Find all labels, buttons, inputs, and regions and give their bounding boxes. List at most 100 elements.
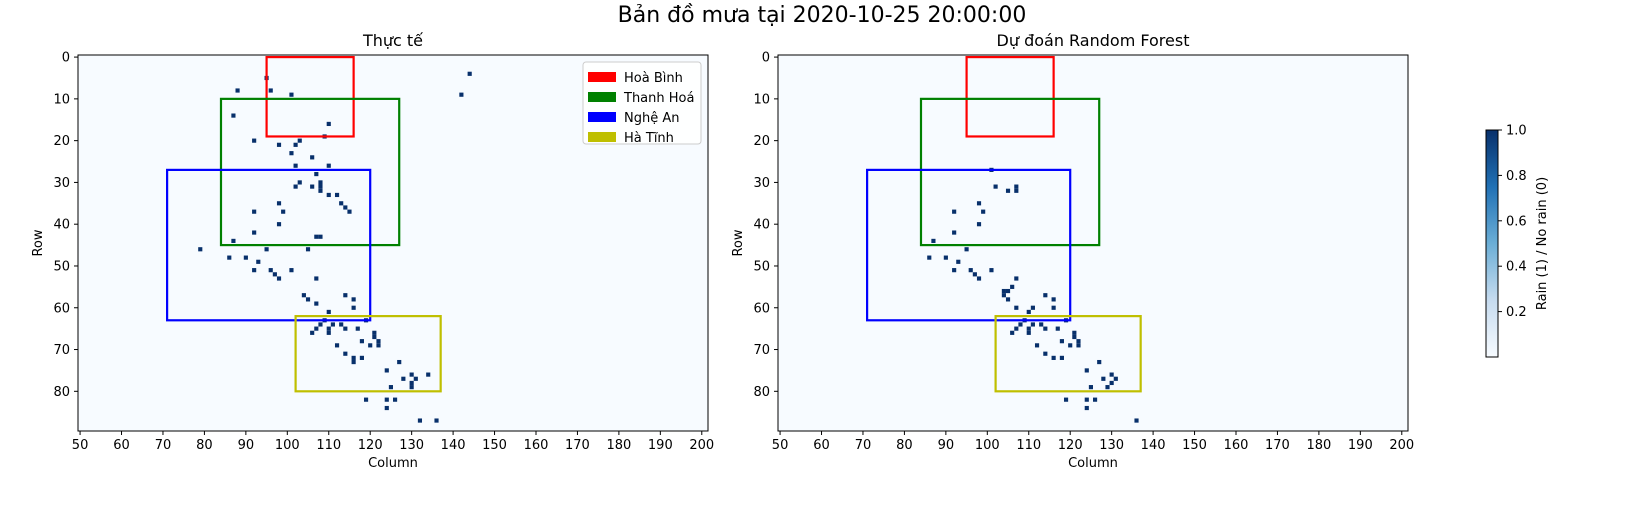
- colorbar-label: Rain (1) / No rain (0): [1535, 177, 1550, 310]
- rain-cell: [281, 209, 286, 214]
- rain-cell: [326, 330, 331, 335]
- x-tick-label: 190: [1348, 438, 1373, 453]
- y-tick-label: 20: [753, 134, 770, 149]
- rain-cell: [426, 372, 431, 377]
- rain-cell: [1018, 322, 1023, 327]
- rain-cell: [1072, 330, 1077, 335]
- y-tick-label: 30: [753, 176, 770, 191]
- rain-cell: [1088, 385, 1093, 390]
- x-tick-label: 100: [275, 438, 300, 453]
- x-tick-label: 70: [855, 438, 872, 453]
- rain-cell: [1043, 293, 1048, 298]
- rain-cell: [1026, 330, 1031, 335]
- x-tick-label: 200: [689, 438, 714, 453]
- rain-cell: [268, 88, 273, 93]
- rain-cell: [952, 209, 957, 214]
- panel-title: Thực tế: [362, 31, 423, 50]
- rain-cell: [301, 293, 306, 298]
- rain-cell: [343, 326, 348, 331]
- rain-cell: [1026, 326, 1031, 331]
- legend-box: [582, 61, 702, 145]
- rain-cell: [409, 385, 414, 390]
- rain-cell: [1014, 305, 1019, 310]
- rain-cell: [956, 259, 961, 264]
- x-axis-label: Column: [1068, 456, 1118, 471]
- rain-cell: [252, 138, 257, 143]
- figure-title: Bản đồ mưa tại 2020-10-25 20:00:00: [618, 3, 1027, 28]
- axes-frame: [77, 54, 709, 432]
- rain-cell: [293, 184, 298, 189]
- colorbar-tick-label: 0.4: [1506, 260, 1527, 275]
- rain-cell: [252, 230, 257, 235]
- rain-cell: [1014, 188, 1019, 193]
- x-tick-label: 110: [1016, 438, 1041, 453]
- rain-cell: [1063, 397, 1069, 402]
- y-tick-label: 80: [753, 385, 770, 400]
- rain-cell: [952, 268, 957, 273]
- legend-swatch-2: [588, 112, 616, 122]
- axes-frame: [777, 54, 1409, 432]
- rain-cell: [1105, 385, 1110, 390]
- legend-label-3: Hà Tĩnh: [624, 131, 674, 146]
- x-tick-label: 170: [565, 438, 590, 453]
- rain-cell: [1109, 372, 1114, 377]
- x-tick-label: 170: [1265, 438, 1290, 453]
- rain-cell: [1101, 376, 1106, 381]
- region-box-1: [919, 97, 1101, 247]
- rain-cell: [413, 376, 418, 381]
- y-tick-label: 70: [753, 343, 770, 358]
- rain-cell: [1076, 343, 1081, 348]
- rain-cell: [359, 339, 364, 344]
- rain-cell: [289, 92, 294, 97]
- rain-cell: [417, 418, 423, 423]
- rain-cell: [1072, 334, 1077, 340]
- rain-cell: [293, 163, 298, 168]
- rain-cell: [252, 268, 257, 273]
- rain-cell: [297, 138, 302, 143]
- colorbar-tick-label: 0.6: [1506, 214, 1527, 229]
- rain-cell: [1010, 330, 1015, 335]
- rain-cell: [1010, 284, 1015, 289]
- x-tick-label: 180: [606, 438, 631, 453]
- rain-cell: [372, 334, 377, 340]
- y-tick-label: 60: [53, 301, 70, 316]
- y-tick-label: 40: [53, 218, 70, 233]
- rain-cell: [376, 339, 381, 344]
- rain-cell: [434, 418, 439, 423]
- x-tick-label: 110: [316, 438, 341, 453]
- y-tick-label: 30: [53, 176, 70, 191]
- rain-cell: [981, 209, 986, 214]
- rain-cell: [318, 180, 323, 185]
- y-tick-label: 40: [753, 218, 770, 233]
- rain-cell: [1059, 339, 1064, 344]
- rain-cell: [334, 192, 340, 198]
- colorbar: 1.0 0.8 0.6 0.4 0.2 Rain (1) / No rain (0): [1485, 124, 1550, 358]
- x-tick-label: 180: [1306, 438, 1331, 453]
- rain-cell: [1097, 359, 1102, 365]
- rain-cell: [1030, 305, 1035, 310]
- rain-cell: [459, 92, 464, 97]
- rain-cell: [993, 184, 998, 189]
- rain-cell: [355, 326, 360, 331]
- rain-cell: [326, 326, 331, 331]
- x-tick-label: 100: [975, 438, 1000, 453]
- rain-cell: [293, 142, 298, 147]
- x-tick-label: 70: [155, 438, 172, 453]
- rain-cell: [1005, 188, 1011, 193]
- rain-cell: [198, 247, 203, 252]
- rain-cell: [384, 397, 389, 402]
- rain-cell: [393, 397, 398, 402]
- colorbar-tick-label: 0.8: [1506, 169, 1527, 184]
- region-box-2: [166, 168, 372, 322]
- x-tick-label: 50: [772, 438, 789, 453]
- rain-cell: [1109, 380, 1114, 386]
- rain-cell: [264, 247, 269, 252]
- y-tick-label: 50: [753, 259, 770, 274]
- rain-cell: [1084, 405, 1089, 411]
- x-tick-label: 90: [238, 438, 255, 453]
- y-axis-label: Row: [731, 229, 746, 256]
- y-axis-label: Row: [31, 229, 46, 256]
- rain-cell: [1055, 326, 1060, 331]
- rain-cell: [1084, 397, 1089, 402]
